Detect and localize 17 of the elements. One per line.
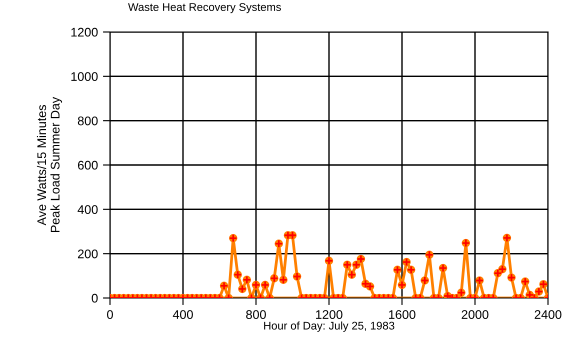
y-tick-label: 800 xyxy=(78,116,98,126)
chart-title: Waste Heat Recovery Systems xyxy=(128,3,281,14)
x-axis-title: Hour of Day: July 25, 1983 xyxy=(264,321,394,332)
x-tick-label: 1200 xyxy=(316,310,342,319)
y-tick-label: 200 xyxy=(78,249,98,258)
x-tick-label: 800 xyxy=(246,310,266,319)
x-tick-label: 0 xyxy=(107,310,113,319)
y-tick-label: 400 xyxy=(78,205,98,214)
y-tick-label: 600 xyxy=(78,160,98,170)
y-axis-title: Ave Watts/15 Minutes Peak Load Summer Day xyxy=(36,96,62,232)
x-tick-label: 2400 xyxy=(534,310,562,319)
x-tick-label: 400 xyxy=(172,310,193,319)
y-tick-label: 1200 xyxy=(71,28,98,37)
x-tick-label: 2000 xyxy=(462,310,488,319)
y-tick-label: 1000 xyxy=(71,72,98,81)
x-tick-label: 1600 xyxy=(389,310,416,319)
y-tick-label: 0 xyxy=(92,294,98,303)
